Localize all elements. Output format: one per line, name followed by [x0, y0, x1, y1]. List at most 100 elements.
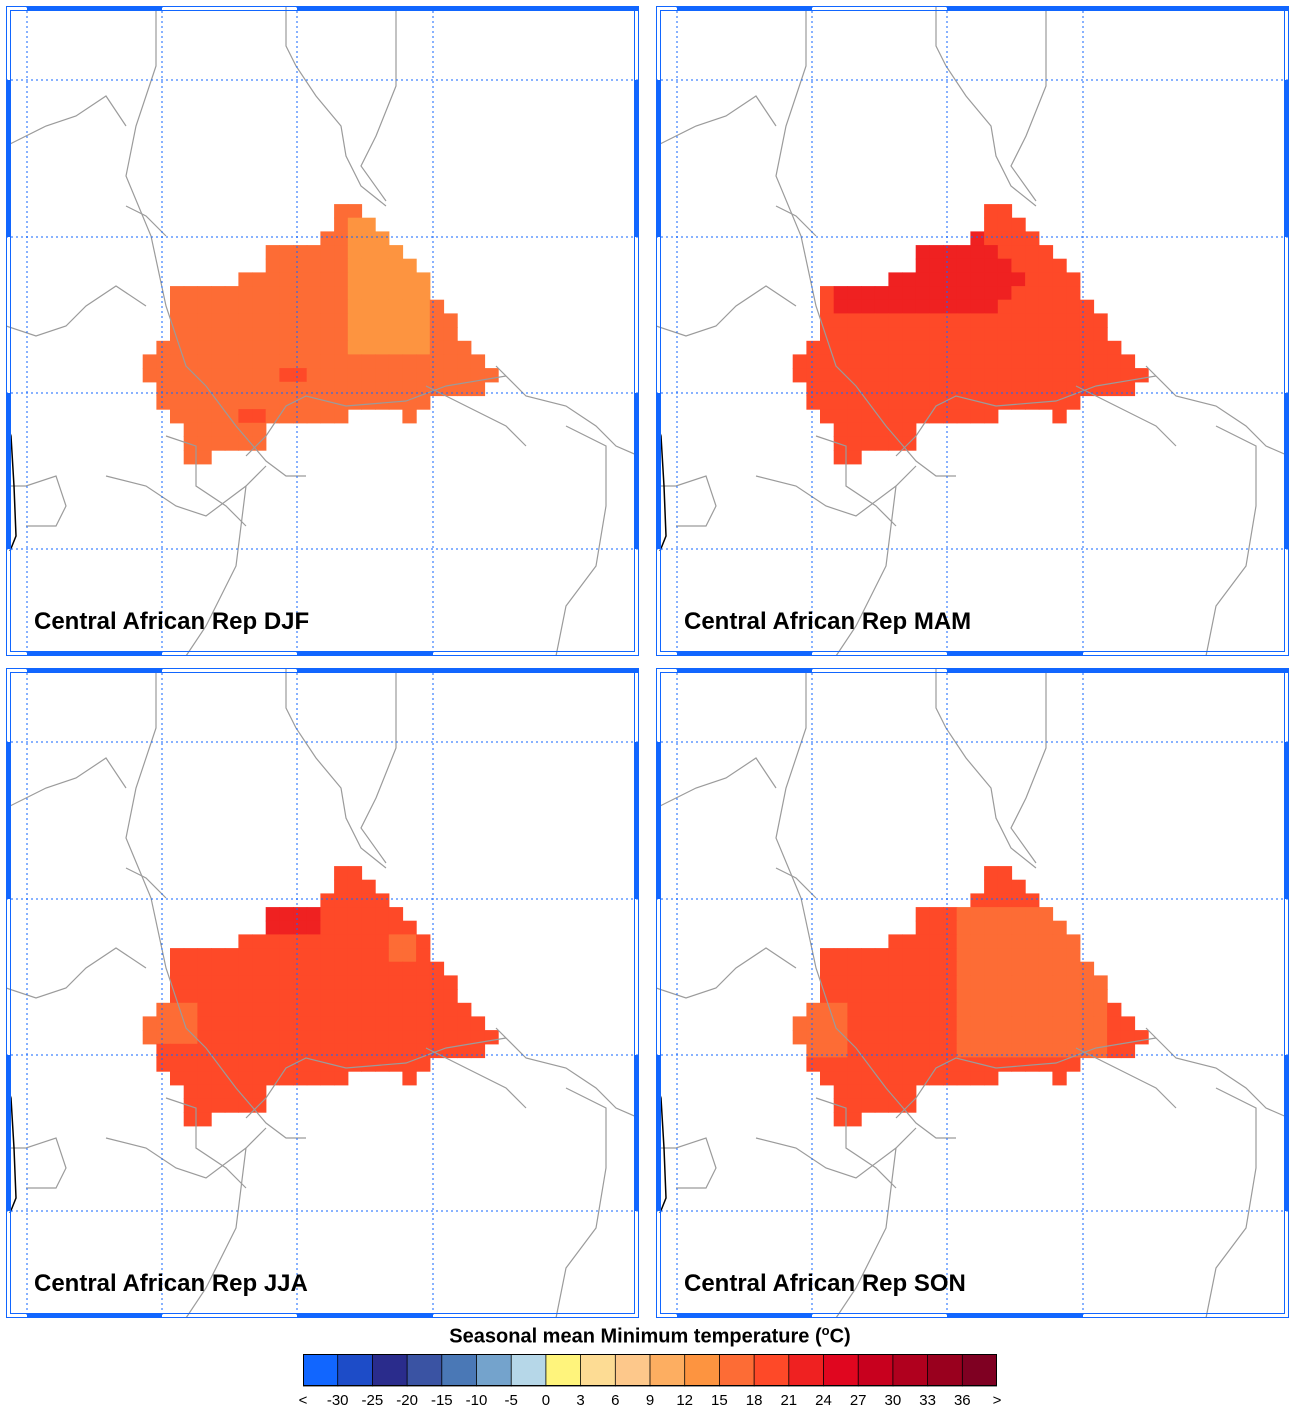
grid-cell	[984, 327, 999, 342]
grid-cell	[847, 1071, 862, 1086]
grid-cell	[1038, 934, 1054, 949]
colorbar-swatch	[927, 1354, 963, 1387]
grid-cell	[1011, 1057, 1026, 1072]
grid-cell	[293, 258, 308, 273]
grid-cell	[861, 1084, 876, 1100]
grid-cell	[279, 948, 294, 963]
grid-cell	[388, 1030, 404, 1045]
grid-cell	[820, 409, 835, 424]
grid-cell	[997, 1057, 1013, 1072]
grid-cell	[861, 286, 876, 301]
boundary-line	[656, 947, 797, 999]
grid-cell	[956, 1043, 971, 1059]
grid-cell	[833, 1002, 848, 1018]
grid-cell	[334, 231, 349, 246]
grid-cell	[833, 1098, 848, 1113]
grid-cell	[984, 1071, 999, 1086]
grid-cell	[306, 340, 321, 356]
boundary-line	[495, 365, 639, 457]
grid-cell	[1025, 368, 1040, 383]
grid-cell	[457, 340, 472, 356]
grid-cell	[375, 920, 390, 935]
grid-cell	[943, 1002, 958, 1018]
grid-cell	[361, 1002, 376, 1018]
grid-cell	[211, 354, 226, 369]
grid-cell	[833, 409, 848, 424]
grid-cell	[970, 231, 985, 246]
grid-cell	[984, 975, 999, 990]
grid-cell	[984, 1002, 999, 1018]
grid-cell	[929, 299, 944, 314]
grid-cell	[252, 409, 267, 424]
grid-cell	[265, 934, 280, 949]
grid-cell	[943, 327, 958, 342]
grid-cell	[293, 1002, 308, 1018]
grid-cell	[888, 422, 903, 438]
grid-cell	[334, 961, 349, 976]
grid-cell	[833, 313, 848, 328]
grid-cell	[1038, 1016, 1054, 1031]
grid-cell	[997, 920, 1013, 935]
grid-cell	[170, 299, 185, 314]
frame-tick-right	[634, 742, 639, 899]
grid-cell	[820, 1016, 835, 1031]
grid-cell	[1038, 1057, 1054, 1072]
grid-cell	[1038, 258, 1054, 273]
grid-cell	[833, 340, 848, 356]
grid-cell	[211, 948, 226, 963]
map-frame	[656, 6, 1289, 656]
boundary-line	[656, 95, 777, 147]
grid-cell	[956, 272, 971, 287]
grid-cell	[334, 989, 349, 1004]
grid-cell	[984, 354, 999, 369]
grid-cell	[915, 409, 930, 424]
grid-cell	[252, 286, 267, 301]
country-boundaries	[6, 668, 639, 1318]
grid-cell	[943, 299, 958, 314]
grid-cell	[833, 450, 848, 465]
grid-cell	[388, 395, 404, 410]
grid-cell	[1079, 354, 1095, 369]
grid-cell	[183, 395, 198, 410]
grid-cell	[847, 1057, 862, 1072]
grid-cell	[833, 368, 848, 383]
grid-cell	[861, 1030, 876, 1045]
grid-cell	[293, 907, 308, 922]
grid-cell	[1025, 327, 1040, 342]
grid-cell	[443, 1030, 458, 1045]
grid-cell	[1079, 327, 1095, 342]
grid-cell	[1011, 1016, 1026, 1031]
grid-cell	[238, 409, 253, 424]
grid-cell	[943, 1071, 958, 1086]
grid-cell	[1079, 961, 1095, 976]
grid-cell	[861, 368, 876, 383]
grid-cell	[1079, 340, 1095, 356]
grid-cell	[1038, 1030, 1054, 1045]
grid-cell	[915, 354, 930, 369]
grid-cell	[279, 961, 294, 976]
grid-cell	[915, 340, 930, 356]
grid-cell	[806, 1002, 821, 1018]
grid-cell	[416, 340, 431, 356]
grid-cell	[792, 1016, 807, 1031]
grid-cell	[1025, 286, 1040, 301]
grid-cell	[915, 245, 930, 260]
grid-cell	[984, 368, 999, 383]
grid-cell	[211, 975, 226, 990]
grid-cell	[443, 975, 458, 990]
grid-cell	[252, 1030, 267, 1045]
grid-cell	[833, 1084, 848, 1100]
grid-cell	[197, 1016, 212, 1031]
grid-cell	[1052, 1057, 1067, 1072]
grid-cell	[252, 395, 267, 410]
grid-cell	[970, 245, 985, 260]
boundary-line	[495, 1027, 639, 1119]
grid-cell	[956, 327, 971, 342]
grid-cell	[388, 258, 404, 273]
panel-title: Central African Rep MAM	[684, 608, 972, 635]
grid-cell	[1011, 975, 1026, 990]
grid-cell	[1038, 354, 1054, 369]
grid-cell	[429, 340, 445, 356]
colorbar	[303, 1354, 997, 1387]
boundary-line	[815, 1097, 897, 1189]
